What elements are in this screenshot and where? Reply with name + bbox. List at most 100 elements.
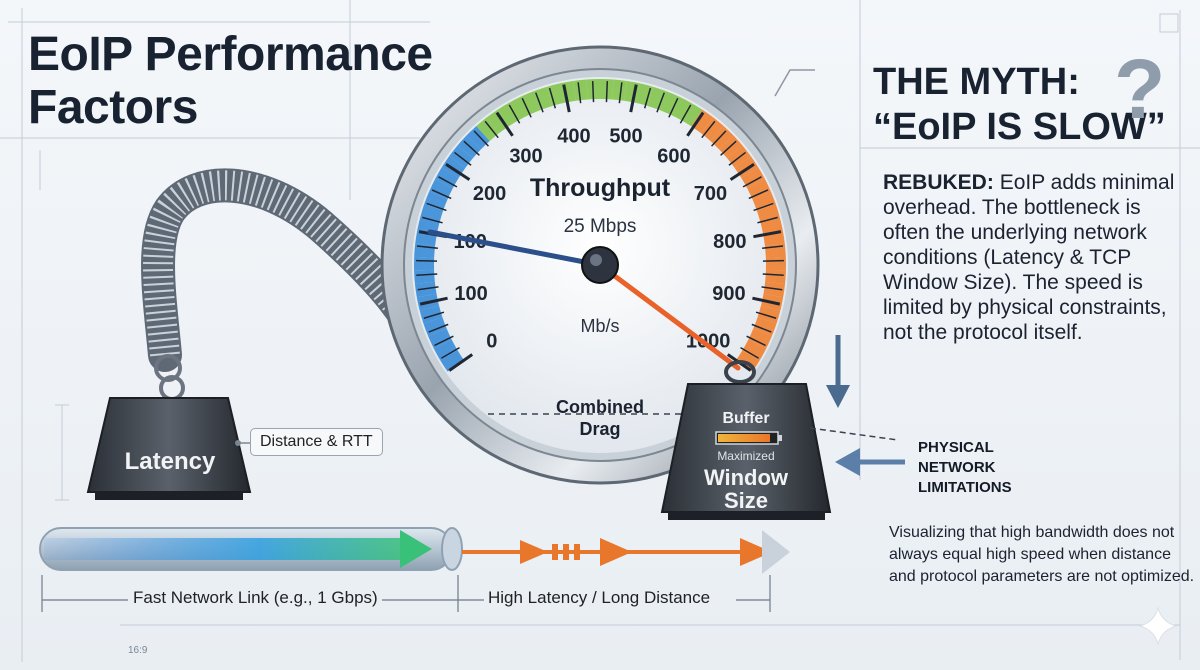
gauge-heading: Throughput: [529, 174, 671, 202]
gauge-arc-segment: [710, 126, 734, 150]
gauge-scale-label: 600: [657, 146, 690, 168]
gauge-major-tick: [448, 353, 474, 372]
gauge-arc-segment: [521, 91, 541, 115]
gauge-scale-label: 800: [713, 231, 746, 253]
needle-blue: [427, 229, 603, 268]
physical-limitations-label: PHYSICAL NETWORK LIMITATIONS: [918, 438, 1012, 498]
gauge-arc-segment: [659, 91, 679, 115]
rebuked-paragraph: REBUKED: EoIP adds minimal overhead. The…: [883, 170, 1183, 345]
gauge-minor-tick: [605, 81, 609, 103]
gauge-major-tick: [752, 296, 781, 306]
gauge-minor-tick: [720, 140, 737, 156]
gauge-minor-tick: [416, 245, 438, 249]
gauge-minor-tick: [428, 323, 449, 333]
distance-rtt-label: Distance & RTT: [250, 428, 383, 456]
gauge-minor-tick: [761, 286, 783, 291]
gauge-minor-tick: [757, 216, 778, 224]
gauge-minor-tick: [463, 140, 480, 156]
gauge-minor-tick: [746, 335, 766, 347]
gauge-minor-tick: [755, 311, 777, 319]
gauge-arc-segment: [509, 96, 530, 121]
dimension-lines: [41, 575, 771, 612]
gauge-unit: Mb/s: [580, 316, 620, 336]
gauge-minor-tick: [534, 92, 544, 113]
gauge-minor-tick: [679, 104, 692, 124]
gauge-minor-tick: [751, 323, 772, 333]
gauge-arc-segment: [420, 203, 444, 223]
gauge-scale-label: 200: [473, 183, 506, 205]
gauge-arc-segment: [765, 256, 786, 271]
gauge-arc-segment: [466, 126, 490, 150]
gauge-arc-segment: [752, 191, 776, 211]
gauge-scale-label: 100: [454, 283, 487, 305]
size-line: Size: [723, 488, 769, 513]
rebuked-lead: REBUKED:: [883, 171, 994, 194]
gauge-arc-segment: [435, 167, 459, 189]
gauge-minor-tick: [748, 189, 769, 200]
gauge-minor-tick: [416, 273, 438, 276]
gauge-arc-segment: [742, 339, 767, 361]
gauge-minor-tick: [742, 176, 762, 188]
gauge-minor-tick: [422, 216, 443, 224]
gauge-scale-label: 900: [712, 283, 745, 305]
gauge-minor-tick: [591, 81, 595, 103]
maximized-label: Maximized: [717, 449, 775, 463]
buffer-label: Buffer: [722, 410, 770, 427]
rebuked-text: EoIP adds minimal overhead. The bottlene…: [883, 171, 1175, 344]
gauge-arc-segment: [428, 328, 452, 349]
gauge-scale-label: 300: [509, 146, 542, 168]
gauge-major-tick: [629, 84, 638, 113]
gauge-minor-tick: [521, 97, 532, 118]
myth-line-1: THE MYTH:: [873, 61, 1080, 103]
gauge-minor-tick: [431, 189, 452, 200]
gauge-scale-label: 500: [609, 126, 642, 148]
gauge-minor-tick: [577, 82, 582, 104]
gauge-minor-tick: [441, 346, 460, 359]
gauge-arc-segment: [414, 281, 437, 298]
gauge-minor-tick: [643, 87, 652, 109]
gauge-minor-tick: [508, 104, 521, 124]
latency-weight: [86, 397, 252, 500]
gauge-minor-tick: [434, 335, 454, 347]
gauge-arc-segment: [546, 83, 565, 106]
gauge-scale-label: 700: [694, 183, 727, 205]
gauge-arc-segment: [612, 79, 627, 101]
myth-heading: THE MYTH: “EoIP IS SLOW”: [873, 60, 1166, 150]
down-arrow-icon: [826, 335, 850, 408]
myth-line-2: “EoIP IS SLOW”: [873, 106, 1166, 148]
gauge-arc-segment: [748, 328, 772, 349]
gauge-arc-segment: [670, 96, 691, 121]
window-size-weight: [660, 383, 832, 520]
window-size-label: Window Size: [676, 466, 816, 512]
question-mark-icon: ?: [1114, 42, 1166, 136]
title-line-1: EoIP Performance: [28, 28, 433, 81]
gauge-major-tick: [445, 163, 471, 181]
gauge-arc-segment: [756, 203, 780, 223]
fast-link-label: Fast Network Link (e.g., 1 Gbps): [133, 588, 378, 607]
gauge-arc-segment: [424, 191, 448, 211]
gauge-minor-tick: [438, 176, 458, 188]
gauge-scale-label: 0: [486, 331, 497, 353]
gauge-arc-segment: [647, 86, 667, 110]
left-arrow-icon: [835, 448, 905, 476]
gauge-minor-tick: [484, 120, 499, 139]
spring: [141, 168, 437, 401]
gauge-minor-tick: [423, 311, 445, 319]
fast-link-tube: [39, 527, 463, 571]
gauge-minor-tick: [701, 120, 716, 139]
gauge-arc-segment: [635, 83, 654, 106]
gauge-arc-segment: [765, 269, 786, 284]
high-latency-label: High Latency / Long Distance: [488, 588, 711, 607]
latency-label: Latency: [124, 448, 216, 475]
gauge-minor-tick: [618, 82, 623, 104]
gauge-arc-segment: [691, 109, 714, 134]
gauge-minor-tick: [426, 202, 447, 212]
combined-line: Combined: [556, 397, 644, 417]
gauge-major-tick: [419, 296, 448, 306]
gauge-major-tick: [495, 111, 514, 137]
gauge-minor-tick: [668, 97, 679, 118]
gauge-arc-segment: [486, 109, 509, 134]
window-line: Window: [703, 465, 789, 490]
